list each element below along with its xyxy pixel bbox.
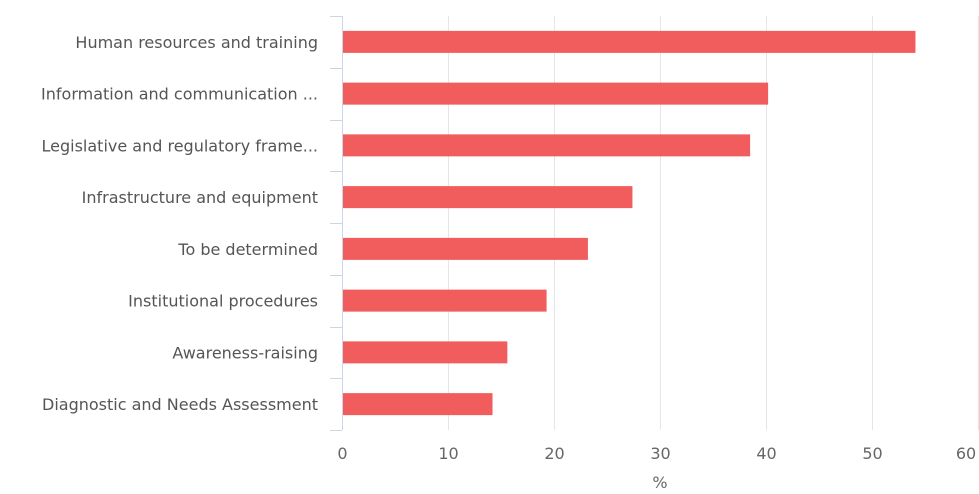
x-tick-label: 20 — [544, 444, 564, 463]
grid-lines — [448, 16, 979, 430]
bar[interactable] — [343, 30, 916, 53]
category-label: Awareness-raising — [172, 343, 318, 362]
category-label: Infrastructure and equipment — [82, 188, 318, 207]
x-tick-label: 50 — [862, 444, 882, 463]
bar[interactable] — [343, 186, 633, 209]
x-tick-label: 60 — [956, 444, 976, 463]
bar[interactable] — [343, 237, 588, 260]
bar[interactable] — [343, 134, 751, 157]
x-tick-label: 0 — [337, 444, 347, 463]
bar[interactable] — [343, 341, 508, 364]
category-label: Information and communication ... — [41, 85, 318, 104]
category-label: Legislative and regulatory frame... — [42, 136, 318, 155]
axes — [330, 16, 343, 431]
labels: 0 10 20 30 40 50 60 Human resources and trainin… — [41, 33, 976, 463]
x-tick-label: 10 — [438, 444, 458, 463]
x-tick-label: 40 — [756, 444, 776, 463]
bar[interactable] — [343, 82, 769, 105]
bars — [343, 30, 916, 416]
category-label: Human resources and training — [75, 33, 318, 52]
category-label: To be determined — [177, 240, 318, 259]
bar[interactable] — [343, 289, 547, 312]
bar[interactable] — [343, 393, 493, 416]
category-label: Institutional procedures — [128, 292, 318, 311]
x-tick-label: 30 — [650, 444, 670, 463]
x-axis-title: % — [652, 473, 667, 492]
category-label: Diagnostic and Needs Assessment — [42, 395, 318, 414]
